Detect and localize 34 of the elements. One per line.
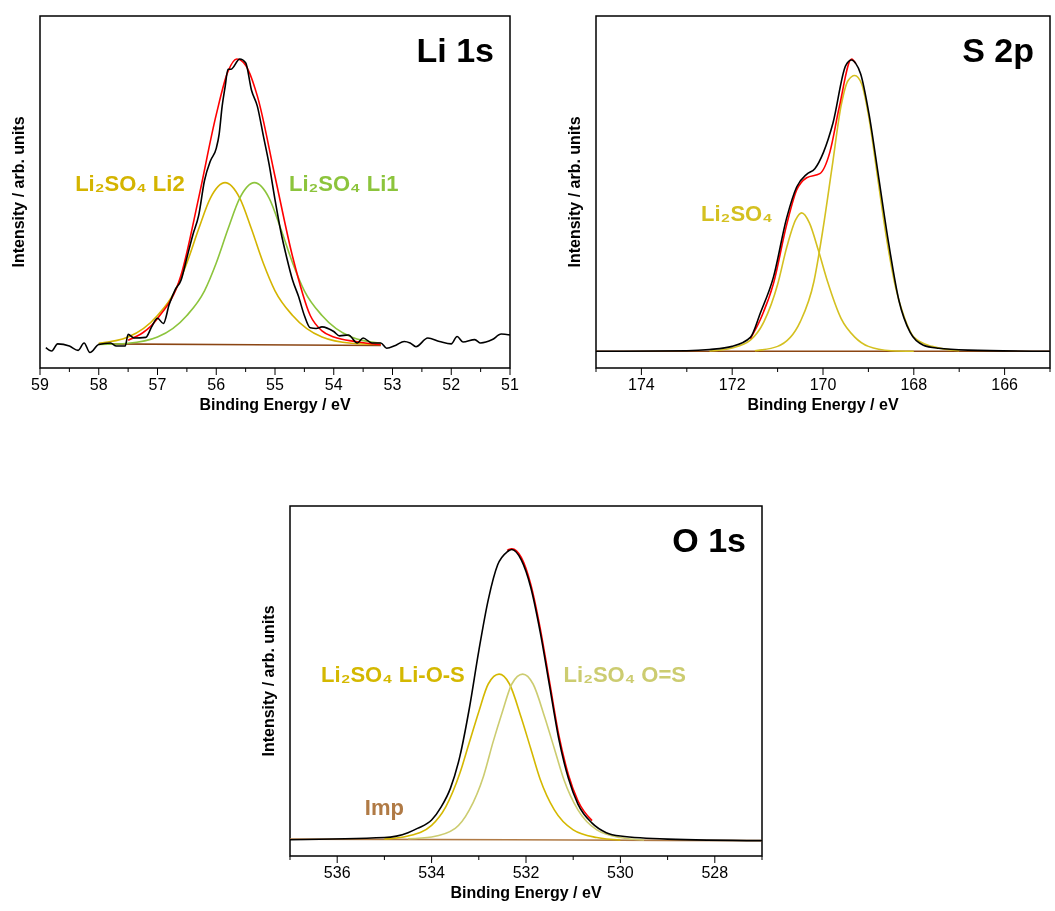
x-axis-title: Binding Energy / eV xyxy=(199,396,351,413)
x-tick-label: 172 xyxy=(718,376,746,393)
series-label: Li₂SO₄ Li2 xyxy=(75,170,185,196)
series-label: Li₂SO₄ O=S xyxy=(563,662,686,688)
x-tick-label: 53 xyxy=(383,376,402,393)
x-tick-label: 55 xyxy=(266,376,284,393)
x-tick-label: 170 xyxy=(809,376,837,393)
x-axis-title: Binding Energy / eV xyxy=(450,884,602,901)
y-axis-title: Intensity / arb. units xyxy=(566,116,583,268)
x-tick-label: 56 xyxy=(207,376,226,393)
series-label: Li₂SO₄ Li-O-S xyxy=(321,662,465,688)
x-tick-label: 51 xyxy=(501,376,519,393)
x-tick-label: 166 xyxy=(991,376,1019,393)
chart-title: O 1s xyxy=(672,521,746,559)
x-tick-label: 536 xyxy=(323,864,351,881)
series-label: Li₂SO₄ xyxy=(701,200,773,226)
x-axis-title: Binding Energy / eV xyxy=(747,396,899,413)
y-axis-title: Intensity / arb. units xyxy=(260,605,277,757)
y-axis-title: Intensity / arb. units xyxy=(10,116,27,268)
x-tick-label: 174 xyxy=(628,376,655,393)
x-tick-label: 54 xyxy=(324,376,343,393)
x-tick-label: 168 xyxy=(900,376,928,393)
chart-title: S 2p xyxy=(962,31,1034,69)
series-label: Li₂SO₄ Li1 xyxy=(289,170,399,196)
x-tick-label: 530 xyxy=(607,864,634,881)
x-tick-label: 52 xyxy=(442,376,461,393)
x-tick-label: 59 xyxy=(31,376,49,393)
x-tick-label: 532 xyxy=(512,864,540,881)
x-tick-label: 58 xyxy=(89,376,108,393)
x-tick-label: 528 xyxy=(701,864,729,881)
x-tick-label: 534 xyxy=(418,864,446,881)
series-label: Imp xyxy=(364,795,404,821)
chart-title: Li 1s xyxy=(416,31,494,69)
x-tick-label: 57 xyxy=(148,376,167,393)
